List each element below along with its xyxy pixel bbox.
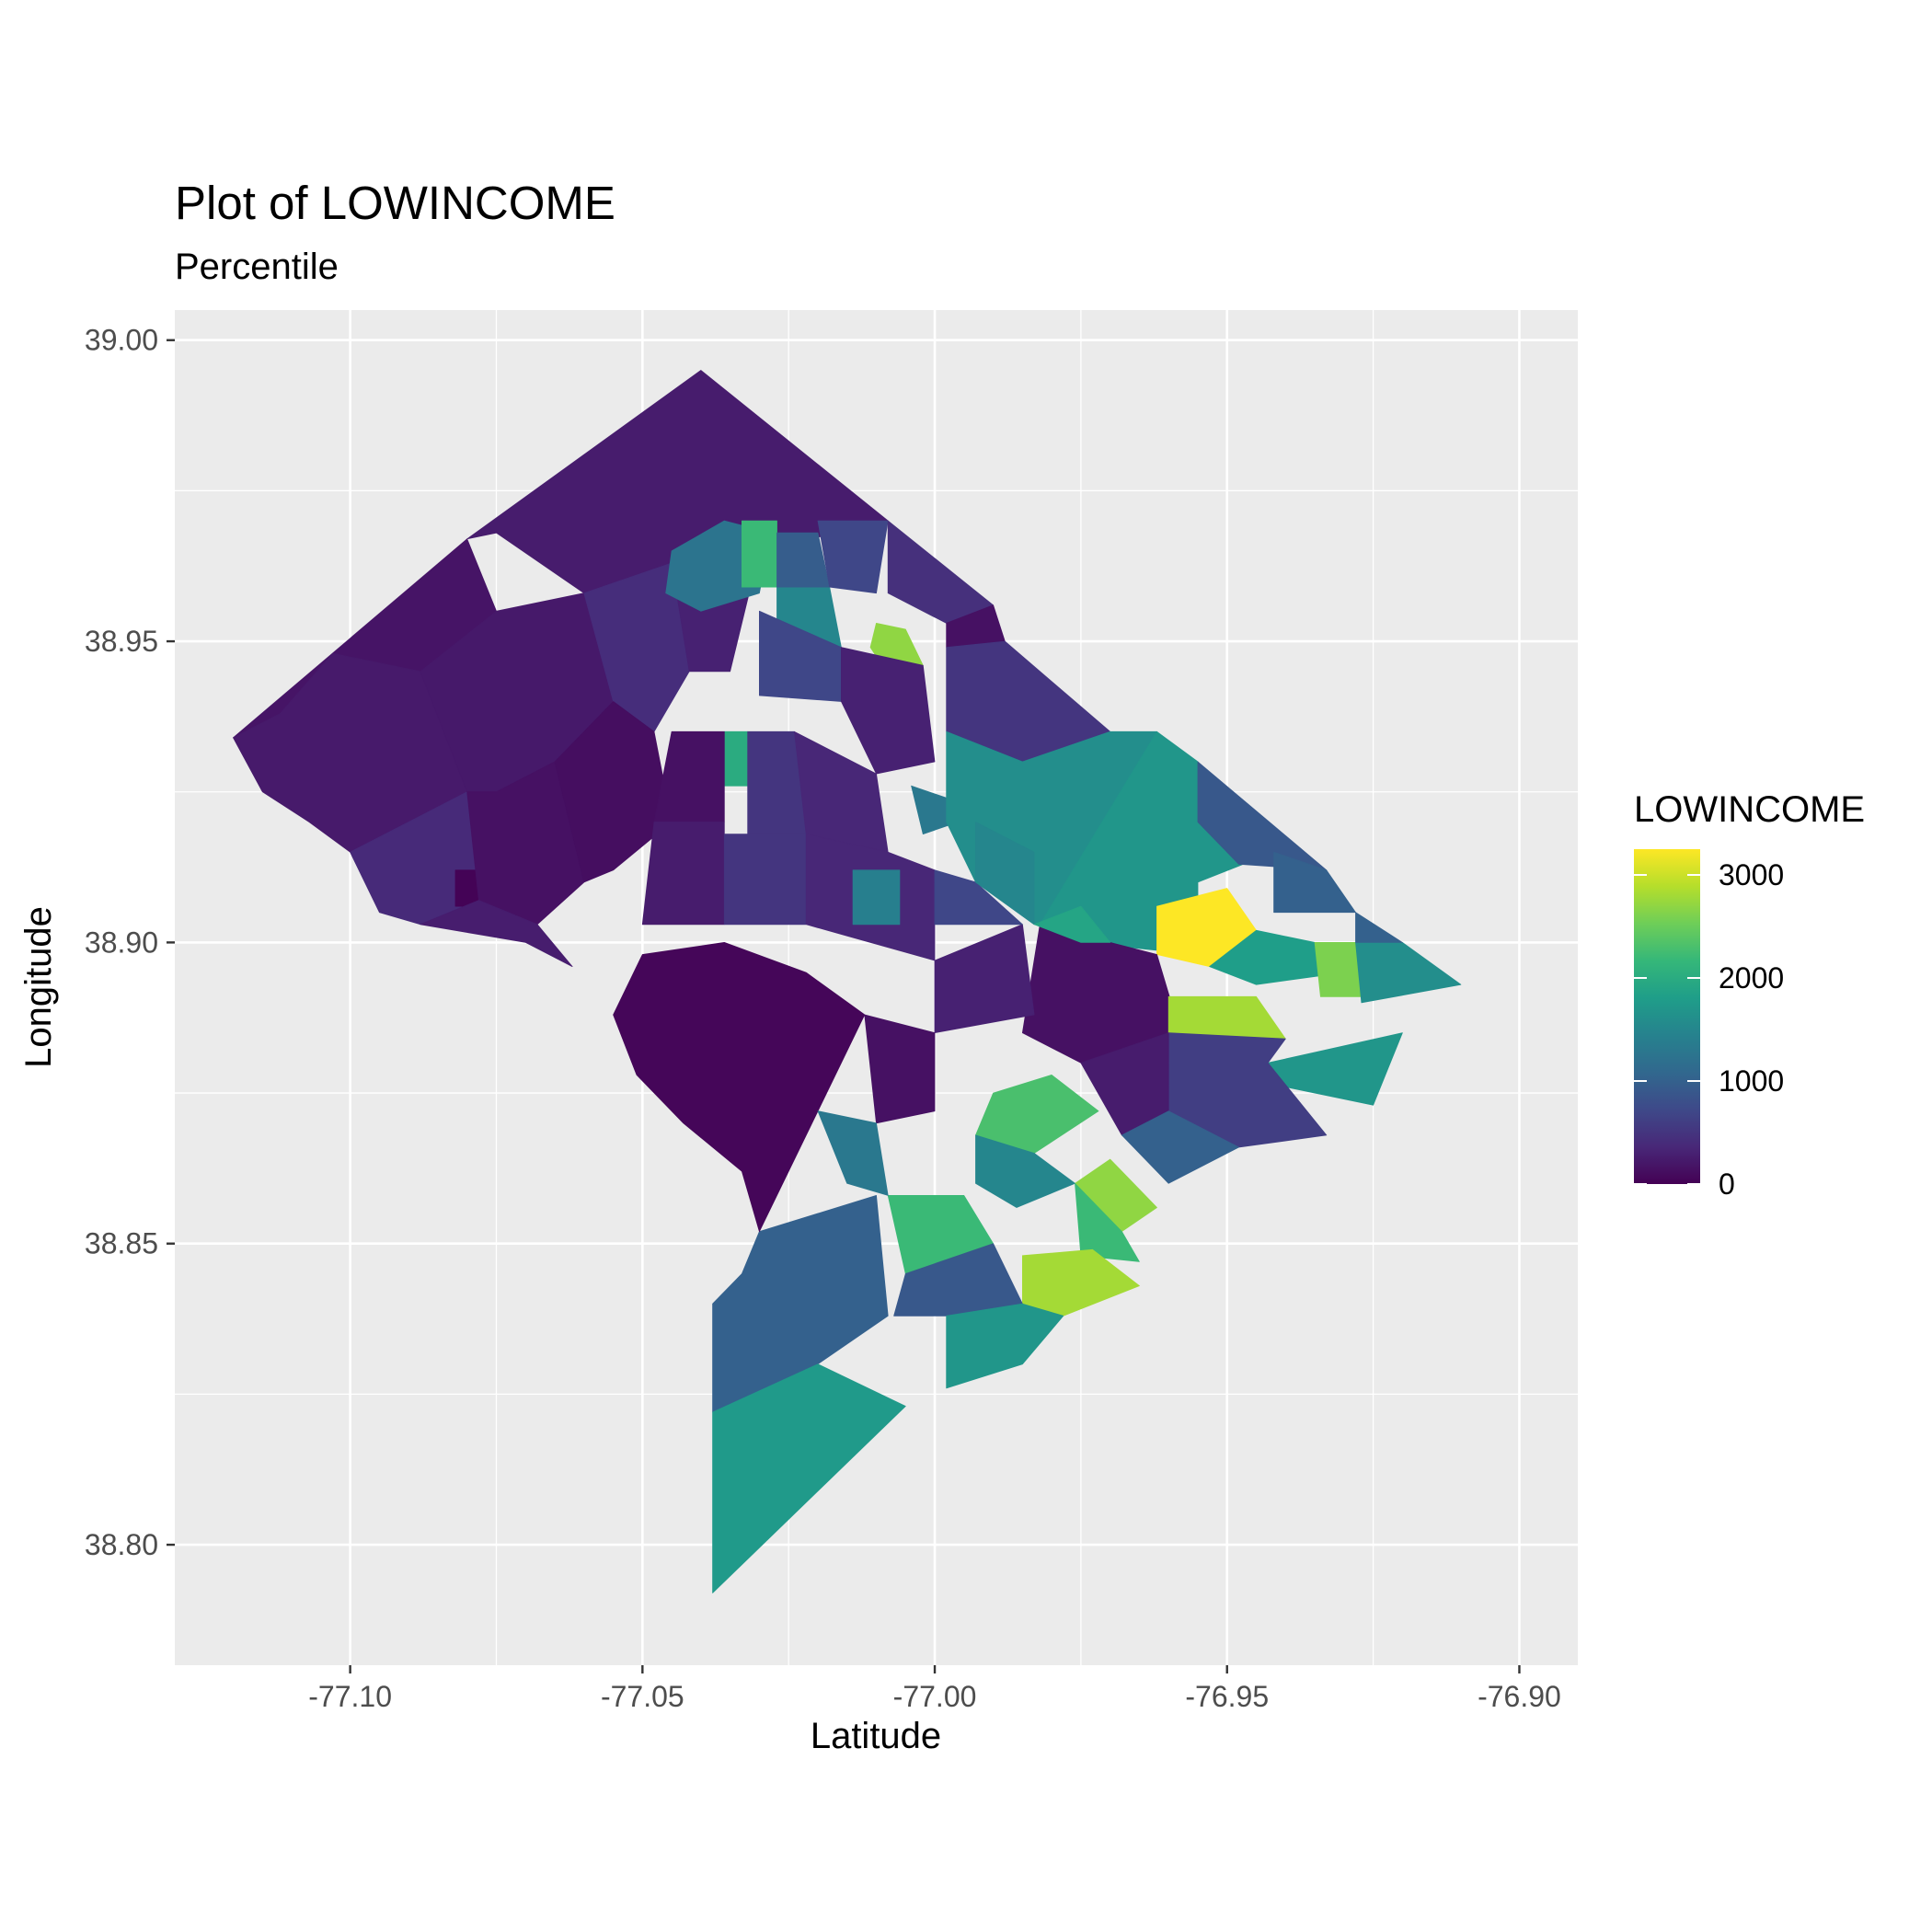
- axis-layer: -77.10 -77.05 -77.00 -76.95 -76.90 38.80 38.85…: [85, 324, 1561, 1713]
- chart-title: Plot of LOWINCOME: [175, 177, 615, 229]
- region-downtown-b: [723, 834, 807, 926]
- region-nw-central-b: [583, 562, 690, 732]
- legend-tick-label: 2000: [1719, 961, 1784, 995]
- legend-colorbar: [1634, 849, 1700, 1184]
- y-axis-title: Longitude: [18, 906, 59, 1068]
- region-se-lime: [1022, 1248, 1140, 1317]
- region-noma-teal: [852, 869, 901, 926]
- region-capitol-hill-a: [934, 924, 1035, 1033]
- legend-ticks: 0 1000 2000 3000: [1634, 858, 1784, 1201]
- legend-tick-label: 3000: [1719, 858, 1784, 891]
- region-kingman-green: [1033, 905, 1111, 943]
- x-tick-label: -76.95: [1185, 1680, 1269, 1713]
- region-eckington: [934, 869, 1023, 926]
- region-benning-teal: [1209, 929, 1345, 985]
- region-bellevue-teal: [712, 1363, 906, 1593]
- x-axis-title: Latitude: [811, 1716, 941, 1756]
- legend-title: LOWINCOME: [1634, 789, 1865, 830]
- y-tick-label: 38.85: [85, 1227, 158, 1260]
- y-tick-label: 38.80: [85, 1528, 158, 1561]
- legend-tick-label: 0: [1719, 1167, 1735, 1201]
- legend-tick-label: 1000: [1719, 1064, 1784, 1098]
- region-se-teal: [946, 1303, 1064, 1389]
- x-tick-label: -77.10: [308, 1680, 392, 1713]
- chart-subtitle: Percentile: [175, 247, 339, 287]
- region-fairlawn-blue: [1121, 1110, 1239, 1184]
- region-fort-dupont-green: [975, 1075, 1099, 1154]
- region-layer: [233, 370, 1462, 1593]
- x-tick-label: -76.90: [1478, 1680, 1561, 1713]
- region-central-nw-b: [841, 647, 936, 775]
- region-brightwood: [817, 520, 889, 594]
- y-tick-label: 39.00: [85, 324, 158, 357]
- legend: LOWINCOME 0 1000 2000 3000: [1634, 789, 1865, 1201]
- region-rock-creek-green: [742, 520, 777, 588]
- region-georgetown-a: [420, 900, 573, 967]
- region-congress-heights-teal: [975, 1134, 1075, 1208]
- region-columbia-heights-green: [723, 730, 749, 787]
- region-east-tip-blue: [1355, 912, 1403, 943]
- region-navy-yard-teal: [817, 1110, 889, 1196]
- y-tick-label: 38.90: [85, 926, 158, 959]
- region-ne-boundary-blue: [1197, 761, 1328, 871]
- region-capitol-hill-b: [864, 1014, 936, 1124]
- x-tick-label: -77.05: [601, 1680, 684, 1713]
- y-tick-label: 38.95: [85, 625, 158, 658]
- region-downtown-a: [641, 822, 725, 926]
- region-deanwood-yellow: [1156, 888, 1257, 967]
- x-tick-label: -77.00: [893, 1680, 977, 1713]
- region-southwest-dark: [613, 942, 866, 1232]
- region-congress-heights-green: [1075, 1182, 1140, 1262]
